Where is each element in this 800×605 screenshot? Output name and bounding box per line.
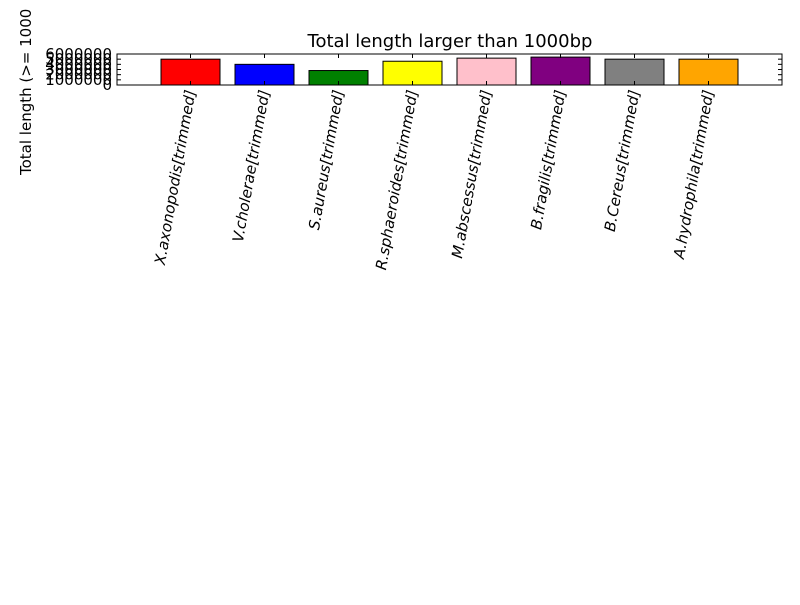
plot-frame: [116, 53, 783, 86]
y-axis-label: Total length (>= 1000: [17, 9, 35, 176]
chart-title: Total length larger than 1000bp: [307, 31, 593, 52]
y-tick-label-0: 0: [102, 76, 112, 94]
y-tick-label-4: 4000000: [45, 55, 112, 73]
y-ticks: 0100000020000003000000400000050000006000…: [45, 45, 782, 94]
y-tick-label-5: 5000000: [45, 50, 112, 68]
y-tick-label-1: 1000000: [45, 71, 112, 89]
bar-5: [530, 56, 591, 86]
y-tick-label-6: 6000000: [45, 45, 112, 63]
bar-6: [604, 58, 665, 86]
bars-layer: [160, 54, 739, 86]
bar-4: [456, 57, 517, 86]
bar-0: [160, 58, 221, 86]
y-tick-label-2: 2000000: [45, 66, 112, 84]
y-tick-label-3: 3000000: [45, 61, 112, 79]
